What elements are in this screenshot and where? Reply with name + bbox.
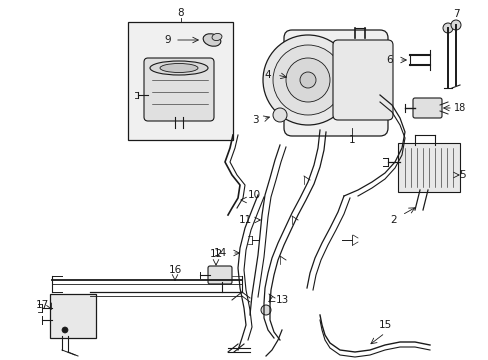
Text: 17: 17 [35,300,48,310]
Text: 1: 1 [348,135,355,145]
Text: 6: 6 [386,55,392,65]
Circle shape [285,58,329,102]
FancyBboxPatch shape [143,58,214,121]
Text: 11: 11 [238,215,251,225]
FancyBboxPatch shape [397,143,459,192]
Circle shape [450,20,460,30]
Text: 8: 8 [177,8,184,18]
FancyBboxPatch shape [50,294,96,338]
Text: 4: 4 [264,70,271,80]
Circle shape [442,23,452,33]
Text: 7: 7 [452,9,458,19]
Ellipse shape [203,34,221,46]
FancyBboxPatch shape [412,98,441,118]
Circle shape [261,305,270,315]
FancyBboxPatch shape [332,40,392,120]
Bar [128,22,232,140]
Text: 14: 14 [213,248,226,258]
Ellipse shape [212,33,222,41]
Text: 3: 3 [251,115,258,125]
Circle shape [299,72,315,88]
Circle shape [62,327,68,333]
Circle shape [272,45,342,115]
Circle shape [263,35,352,125]
Text: 13: 13 [275,295,288,305]
Text: 10: 10 [247,190,260,200]
Text: 16: 16 [168,265,181,275]
Ellipse shape [160,63,198,72]
Text: 5: 5 [458,170,465,180]
Ellipse shape [150,61,207,75]
Text: 9: 9 [164,35,171,45]
Text: 2: 2 [390,215,397,225]
FancyBboxPatch shape [284,30,387,136]
Text: 15: 15 [378,320,391,330]
Circle shape [272,108,286,122]
Text: 12: 12 [209,249,222,259]
Text: 18: 18 [453,103,465,113]
FancyBboxPatch shape [207,266,231,284]
